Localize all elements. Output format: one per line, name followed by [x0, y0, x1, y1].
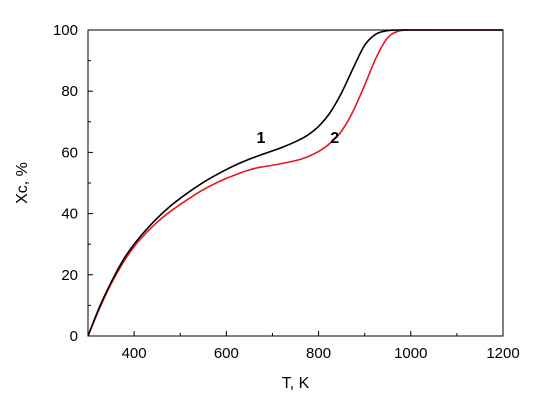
y-tick-label: 60	[61, 144, 78, 161]
y-axis-title: Xc, %	[14, 162, 31, 204]
series-1-label: 1	[256, 130, 265, 147]
x-axis-title: T, K	[282, 375, 310, 392]
x-tick-label: 600	[214, 345, 239, 362]
y-axis-ticks: 0 20 40 60 80 100	[53, 22, 93, 345]
x-tick-label: 1000	[394, 345, 427, 362]
y-tick-label: 80	[61, 83, 78, 100]
curves	[87, 29, 503, 337]
x-tick-label: 400	[122, 345, 147, 362]
series-2-line	[87, 29, 503, 337]
y-tick-label: 40	[61, 206, 78, 223]
plot-frame	[87, 29, 504, 337]
x-tick-label: 800	[306, 345, 331, 362]
y-tick-label: 20	[61, 267, 78, 284]
series-2-label: 2	[330, 130, 339, 147]
x-axis-ticks: 400 600 800 1000 1200	[87, 331, 520, 362]
x-tick-label: 1200	[486, 345, 519, 362]
series-1-line	[87, 29, 503, 337]
y-tick-label: 100	[53, 22, 78, 39]
y-tick-label: 0	[70, 328, 78, 345]
